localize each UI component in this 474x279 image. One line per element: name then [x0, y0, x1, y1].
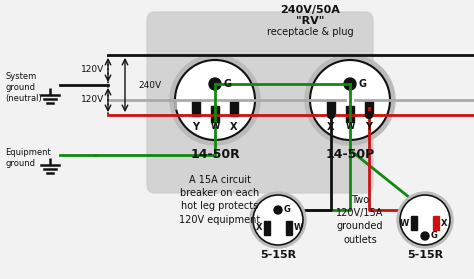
Circle shape — [209, 78, 221, 90]
Circle shape — [365, 112, 373, 119]
Text: System
ground
(neutral): System ground (neutral) — [5, 72, 42, 103]
Bar — [264, 221, 270, 235]
Text: X: X — [255, 223, 262, 232]
Text: W: W — [400, 218, 409, 227]
Text: 120V: 120V — [82, 95, 105, 105]
Text: X: X — [441, 218, 447, 227]
Circle shape — [310, 60, 390, 140]
Text: A 15A circuit
breaker on each
hot leg protects
120V equipment: A 15A circuit breaker on each hot leg pr… — [179, 175, 261, 225]
Circle shape — [250, 192, 306, 248]
Text: G: G — [284, 206, 291, 215]
Bar — [286, 221, 292, 235]
Circle shape — [274, 206, 282, 214]
Text: Y: Y — [192, 122, 200, 132]
Text: W: W — [294, 223, 303, 232]
Text: X: X — [327, 122, 335, 132]
Bar — [211, 106, 219, 122]
Text: W: W — [346, 122, 355, 131]
Text: 5-15R: 5-15R — [260, 250, 296, 260]
Text: Two
120V/15A
grounded
outlets: Two 120V/15A grounded outlets — [337, 195, 383, 245]
Text: W: W — [210, 122, 219, 131]
Circle shape — [344, 78, 356, 90]
Circle shape — [400, 195, 450, 245]
Circle shape — [253, 195, 303, 245]
Text: 14-50R: 14-50R — [190, 148, 240, 161]
Text: 120V: 120V — [82, 66, 105, 74]
Text: 240V/50A: 240V/50A — [280, 5, 340, 15]
Bar — [327, 100, 335, 116]
Bar — [230, 100, 238, 116]
Bar — [192, 100, 200, 116]
Bar — [365, 100, 373, 116]
Text: "RV": "RV" — [296, 16, 324, 26]
Circle shape — [328, 112, 335, 119]
Bar — [346, 106, 354, 122]
Text: receptacle & plug: receptacle & plug — [267, 27, 353, 37]
Text: 5-15R: 5-15R — [407, 250, 443, 260]
Circle shape — [305, 55, 395, 145]
Bar — [411, 216, 417, 230]
Text: 14-50P: 14-50P — [325, 148, 374, 161]
FancyBboxPatch shape — [147, 12, 373, 193]
Circle shape — [421, 232, 429, 240]
Circle shape — [175, 60, 255, 140]
Text: Y: Y — [365, 122, 373, 132]
Text: G: G — [224, 79, 232, 89]
Circle shape — [397, 192, 453, 248]
Bar — [433, 216, 439, 230]
Text: X: X — [230, 122, 238, 132]
Text: G: G — [359, 79, 367, 89]
Text: Equipment
ground: Equipment ground — [5, 148, 51, 168]
Text: G: G — [431, 232, 438, 240]
Text: 240V: 240V — [138, 81, 161, 90]
Circle shape — [170, 55, 260, 145]
